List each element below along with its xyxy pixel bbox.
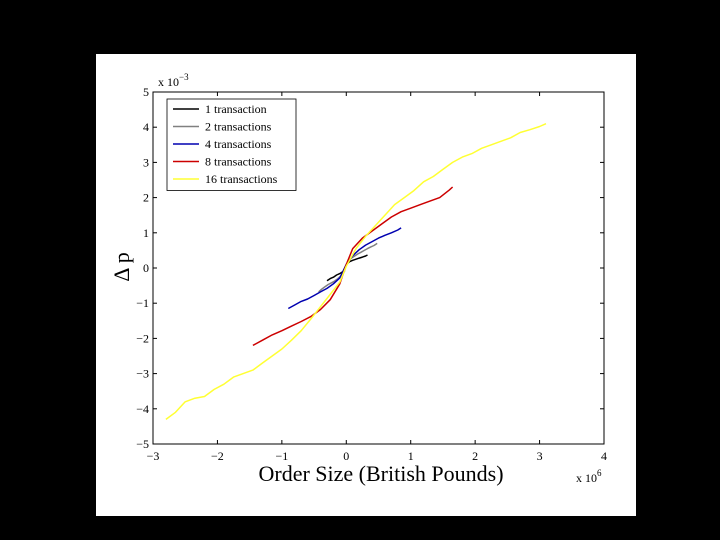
y-tick-label: 3 [143,155,149,169]
plot-area [165,123,547,421]
chart: −3 −2 −1 0 1 2 3 4 −5 −4 −3 −2 −1 0 1 2 3 4 5 Order Size (… [109,72,607,486]
legend-label-5: 16 transactions [205,172,278,186]
series-line-2 [318,242,378,293]
legend-label-3: 4 transactions [205,137,272,151]
tick-labels: −3 −2 −1 0 1 2 3 4 −5 −4 −3 −2 −1 0 1 2 3 4 5 [136,85,607,463]
legend-label-2: 2 transactions [205,120,272,134]
y-tick-label: −4 [136,402,149,416]
x-tick-label: −1 [275,449,288,463]
y-multiplier: x 10−3 [158,72,189,89]
x-tick-label: −2 [211,449,224,463]
x-tick-label: 3 [537,449,543,463]
x-tick-label: 2 [472,449,478,463]
x-multiplier: x 106 [576,468,602,485]
y-tick-label: 1 [143,226,149,240]
x-tick-label: −3 [147,449,160,463]
y-tick-label: −5 [136,437,149,451]
y-tick-label: 2 [143,191,149,205]
legend: 1 transaction 2 transactions 4 transaction… [166,98,297,191]
x-tick-label: 4 [601,449,607,463]
series-line-5 [165,123,547,421]
y-tick-label: −3 [136,367,149,381]
axis-labels: Order Size (British Pounds) Δ p x 10−3 x… [109,72,602,486]
x-tick-label: 0 [343,449,349,463]
figure-background: −3 −2 −1 0 1 2 3 4 −5 −4 −3 −2 −1 0 1 2 3 4 5 Order Size (… [96,54,636,516]
axes [152,91,605,445]
y-tick-label: 0 [143,261,149,275]
y-tick-label: 5 [143,85,149,99]
legend-label-4: 8 transactions [205,155,272,169]
series-line-1 [326,254,368,282]
x-axis-label: Order Size (British Pounds) [258,461,503,486]
series-line-4 [252,186,454,347]
y-tick-label: −2 [136,331,149,345]
x-tick-label: 1 [408,449,414,463]
y-axis-label: Δ p [109,252,134,281]
y-tick-label: −1 [136,296,149,310]
legend-label-1: 1 transaction [205,102,267,116]
y-tick-label: 4 [143,120,149,134]
